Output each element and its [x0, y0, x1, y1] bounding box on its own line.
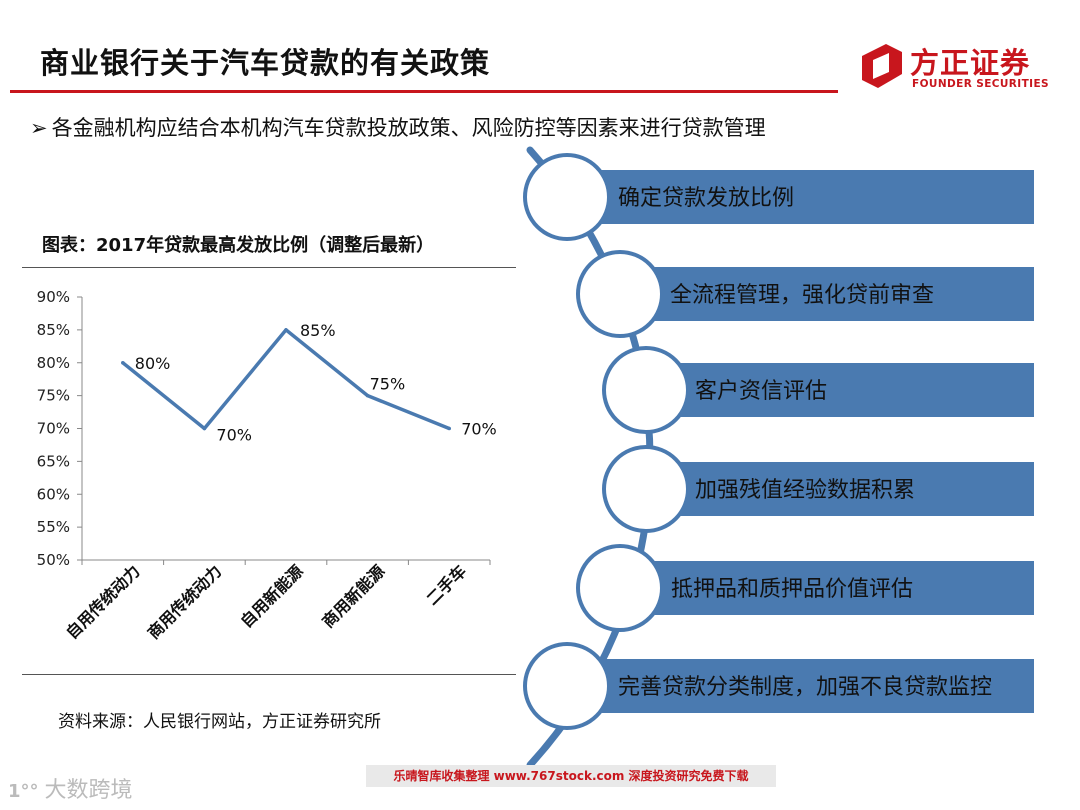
- bullet-arrow-icon: ➢: [30, 116, 48, 140]
- data-label: 70%: [461, 420, 497, 439]
- step-bar: [567, 659, 1034, 713]
- source-note: 资料来源：人民银行网站，方正证券研究所: [58, 712, 381, 732]
- y-tick-label: 85%: [37, 321, 70, 339]
- step-label: 完善贷款分类制度，加强不良贷款监控: [618, 675, 992, 700]
- y-tick-label: 75%: [37, 387, 70, 405]
- step-circle: [576, 250, 664, 338]
- data-label: 80%: [135, 354, 171, 373]
- step-bar: [567, 170, 1034, 224]
- y-tick-label: 70%: [37, 420, 70, 438]
- step-circle: [602, 445, 690, 533]
- chart-axes: [77, 296, 491, 565]
- y-tick-label: 60%: [37, 485, 70, 503]
- main-bullet: ➢ 各金融机构应结合本机构汽车贷款投放政策、风险防控等因素来进行贷款管理: [30, 112, 766, 142]
- data-point: [202, 426, 207, 431]
- step-label: 确定贷款发放比例: [618, 186, 794, 211]
- y-tick-label: 50%: [37, 551, 70, 569]
- loan-ratio-line-chart: 50%55%60%65%70%75%80%85%90% 自用传统动力 商用传统动力…: [37, 288, 497, 643]
- data-point: [284, 328, 288, 332]
- step-bar: [646, 462, 1034, 516]
- data-label: 70%: [216, 426, 252, 445]
- step-bar: [620, 561, 1034, 615]
- chart-top-divider: [22, 267, 516, 268]
- data-label: 75%: [370, 375, 406, 394]
- step-label: 抵押品和质押品价值评估: [671, 577, 913, 602]
- y-tick-label: 55%: [37, 518, 70, 536]
- data-labels: 80% 70% 85% 75% 70%: [121, 321, 497, 445]
- logo-english: FOUNDER SECURITIES: [912, 78, 1050, 90]
- data-point: [121, 360, 125, 365]
- step-label: 全流程管理，强化贷前审查: [670, 283, 934, 308]
- step-label: 加强残值经验数据积累: [695, 478, 915, 503]
- steps-items: 确定贷款发放比例全流程管理，强化贷前审查客户资信评估加强残值经验数据积累抵押品和…: [523, 153, 1034, 730]
- title-divider: [10, 90, 838, 93]
- y-tick-label: 65%: [37, 452, 70, 470]
- logo-chinese: 方正证券: [910, 46, 1031, 80]
- step-circle: [576, 544, 664, 632]
- data-point: [447, 426, 452, 431]
- step-circle: [602, 346, 690, 434]
- company-logo: 方正证券 FOUNDER SECURITIES: [862, 38, 1052, 98]
- watermark: 1°° 大数跨境: [8, 772, 133, 804]
- y-tick-labels: 50% 55% 60% 65% 70% 75% 80% 85% 90%: [37, 288, 70, 569]
- bullet-text: 各金融机构应结合本机构汽车贷款投放政策、风险防控等因素来进行贷款管理: [51, 116, 766, 140]
- step-bar: [646, 363, 1034, 417]
- founder-logo-icon: [862, 44, 902, 88]
- step-bar: [620, 267, 1034, 321]
- footer-banner: 乐晴智库收集整理 www.767stock.com 深度投资研究免费下载: [366, 765, 776, 787]
- chart-bottom-divider: [22, 674, 516, 675]
- data-point: [365, 393, 370, 398]
- step-circle: [523, 153, 611, 241]
- chart-title: 图表：2017年贷款最高发放比例（调整后最新）: [42, 235, 435, 256]
- step-label: 客户资信评估: [695, 379, 827, 404]
- y-tick-label: 80%: [37, 354, 70, 372]
- data-label: 85%: [300, 321, 336, 340]
- step-circle: [523, 642, 611, 730]
- page-title: 商业银行关于汽车贷款的有关政策: [40, 46, 491, 80]
- watermark-text: 大数跨境: [44, 778, 133, 803]
- watermark-logo-icon: 1°°: [8, 781, 39, 802]
- y-tick-label: 90%: [37, 288, 70, 306]
